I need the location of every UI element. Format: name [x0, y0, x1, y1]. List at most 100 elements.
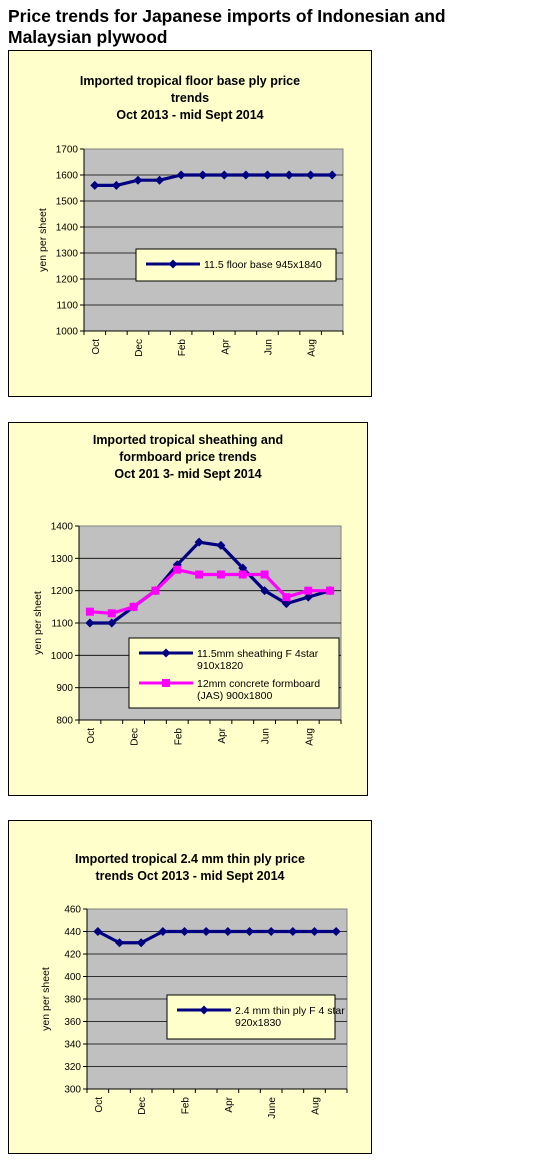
legend-label: 11.5mm sheathing F 4star 910x1820 [197, 648, 319, 672]
x-tick-label: Dec [134, 339, 145, 357]
y-tick-label: 300 [64, 1085, 81, 1096]
x-tick-label: Oct [86, 728, 97, 744]
page-title: Price trends for Japanese imports of Ind… [8, 6, 446, 47]
legend-marker [199, 1005, 209, 1015]
legend-label: 2.4 mm thin ply F 4 star 920x1830 [235, 1005, 345, 1029]
data-point [238, 563, 248, 573]
y-axis-label: yen per sheet [40, 967, 52, 1031]
legend: 2.4 mm thin ply F 4 star 920x1830 [166, 994, 345, 1040]
chart-sheathing-formboard: Imported tropical sheathing and formboar… [8, 422, 368, 796]
y-tick-label: 900 [56, 683, 73, 694]
y-tick-label: 1300 [51, 554, 74, 565]
data-point [245, 927, 254, 936]
x-tick-label: June [267, 1097, 278, 1119]
x-tick-label: Oct [94, 1097, 105, 1113]
data-point [158, 927, 168, 936]
chart-plot-svg: 800 900 1000 1100 1200 1300 1400 Oct Dec Feb Apr Ju… [32, 522, 342, 746]
y-tick-label: 1500 [56, 197, 79, 208]
series-12mm-concrete-formboard-jas-900x1800 [85, 565, 335, 618]
legend-box [166, 994, 336, 1040]
y-tick-label: 460 [64, 905, 81, 916]
data-point [216, 570, 225, 579]
y-tick-label: 1600 [56, 171, 79, 182]
y-tick-label: 400 [64, 972, 81, 983]
data-point [195, 570, 204, 579]
y-tick-label: 1400 [56, 223, 79, 234]
data-point [107, 609, 116, 618]
y-tick-label: 1700 [56, 145, 79, 156]
data-point [260, 586, 270, 596]
data-point [173, 565, 182, 574]
data-point [284, 170, 294, 180]
data-point [238, 570, 247, 579]
data-point [107, 618, 117, 628]
x-tick-label: Feb [173, 728, 184, 746]
legend-marker [162, 679, 170, 687]
data-point [331, 927, 341, 936]
data-point [176, 170, 186, 180]
x-tick-label: Feb [177, 339, 188, 357]
y-tick-label: 1200 [56, 275, 79, 286]
data-point [281, 599, 291, 609]
data-point [262, 170, 272, 180]
y-tick-label: 1400 [51, 522, 74, 533]
y-tick-label: 1000 [56, 327, 79, 338]
data-point [327, 170, 337, 180]
y-tick-label: 380 [64, 995, 81, 1006]
y-tick-label: 1100 [56, 301, 78, 312]
y-axis-label: yen per sheet [37, 208, 49, 272]
data-point [90, 180, 100, 190]
data-point [111, 180, 121, 190]
y-tick-label: 1200 [51, 586, 74, 597]
legend-label: 11.5 floor base 945x1840 [204, 259, 322, 271]
chart-plot-svg: 300 320 340 360 380 400 420 440 460 Oct Dec Feb Apr J… [40, 905, 348, 1119]
series-2-4-mm-thin-ply-f-4-star-920x1830 [93, 927, 341, 948]
data-point [155, 175, 165, 185]
data-point [129, 602, 138, 611]
legend-label: 12mm concrete formboard (JAS) 900x1800 [197, 678, 320, 702]
x-tick-label: Apr [224, 1096, 235, 1112]
legend: 11.5 floor base 945x1840 [135, 248, 337, 282]
x-tick-label: Aug [307, 339, 318, 357]
data-point [266, 927, 276, 936]
x-tick-label: Jun [263, 339, 274, 355]
data-point [85, 618, 95, 628]
chart-title: Imported tropical 2.4 mm thin ply price … [75, 852, 305, 883]
data-point [306, 170, 316, 180]
x-tick-label: Dec [137, 1097, 148, 1115]
data-point [133, 175, 143, 185]
data-point [219, 170, 229, 180]
data-point [223, 927, 233, 936]
data-point [136, 938, 146, 948]
legend-marker [161, 648, 171, 658]
data-point [260, 570, 269, 579]
data-point [85, 607, 94, 616]
data-point [198, 170, 208, 180]
x-tick-label: Jun [261, 728, 272, 744]
legend: 11.5mm sheathing F 4star 910x1820 12mm con… [128, 637, 340, 709]
y-tick-label: 420 [64, 950, 81, 961]
legend-box [128, 637, 340, 709]
chart-plot-svg: 1000 1100 1200 1300 1400 1500 1600 1700 Oct Dec Fe… [37, 145, 344, 357]
y-tick-label: 340 [64, 1040, 81, 1051]
chart-title: Imported tropical sheathing and formboar… [92, 433, 284, 481]
x-tick-label: Feb [181, 1097, 192, 1115]
y-tick-label: 360 [64, 1017, 81, 1028]
data-point [216, 540, 226, 550]
y-tick-label: 320 [64, 1062, 81, 1073]
x-tick-label: Dec [130, 728, 141, 746]
chart-thin-ply: Imported tropical 2.4 mm thin ply price … [8, 820, 372, 1154]
data-point [282, 593, 291, 602]
y-tick-label: 1100 [51, 619, 73, 630]
data-point [310, 927, 319, 936]
data-point [304, 586, 313, 595]
x-tick-label: Aug [304, 728, 315, 746]
data-point [194, 537, 204, 547]
x-tick-label: Apr [220, 338, 231, 354]
chart-floor-base-ply: Imported tropical floor base ply price t… [8, 50, 372, 397]
y-tick-label: 1000 [51, 651, 74, 662]
y-tick-label: 440 [64, 927, 81, 938]
data-point [288, 927, 298, 936]
y-tick-label: 1300 [56, 249, 79, 260]
data-point [180, 927, 189, 936]
